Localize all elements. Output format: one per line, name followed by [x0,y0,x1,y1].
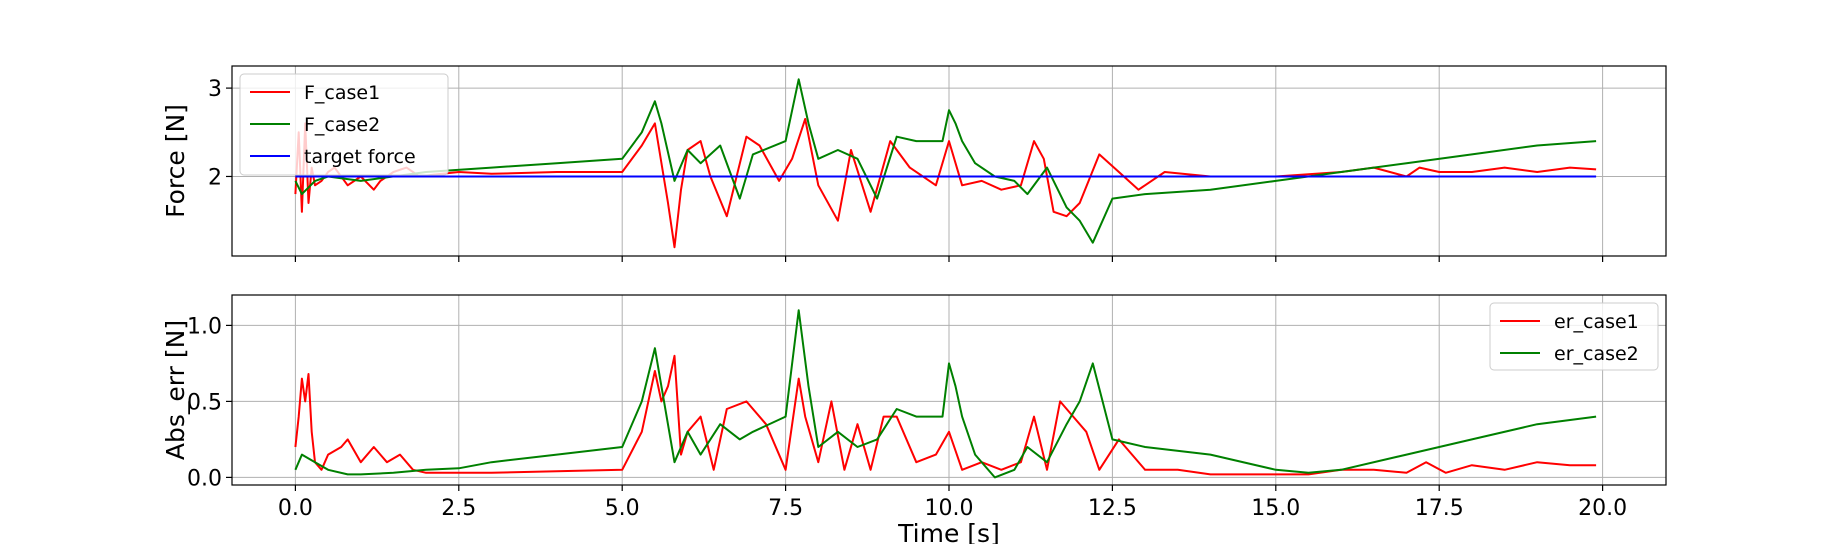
legend-label-er-case2: er_case2 [1554,343,1639,365]
series-line-er-case2 [294,309,1597,479]
y-tick-label: 3 [208,77,222,102]
series-line-f-case1 [294,118,1597,249]
x-tick-label: 15.0 [1251,496,1300,521]
legend-label-f-case2: F_case2 [304,114,380,136]
x-tick-label: 20.0 [1578,496,1627,521]
legend-label-er-case1: er_case1 [1554,311,1639,333]
legend-box [239,73,449,176]
y-axis-label: Abs_err [N] [161,320,190,460]
legend: er_case1 er_case2 [1489,302,1659,371]
x-tick-label: 5.0 [605,496,640,521]
y-tick-label: 1.0 [187,314,222,339]
series-line-f-case2 [294,78,1597,244]
y-tick-label: 2 [208,165,222,190]
abs-err-subplot: 0.0 2.5 5.0 7.5 10.0 12.5 15.0 17.5 20.0 0.0 0.5 1.… [161,294,1667,544]
x-tick-label: 2.5 [441,496,476,521]
x-axis-label: Time [s] [897,519,1000,544]
y-tick-label: 0.0 [187,466,222,491]
y-tick-label: 0.5 [187,390,222,415]
y-axis-label: Force [N] [161,104,190,218]
series-line-er-case1 [294,354,1597,476]
legend-label-target-force: target force [304,146,416,168]
x-tick-label: 12.5 [1088,496,1137,521]
x-tick-label: 7.5 [768,496,803,521]
x-tick-label: 10.0 [925,496,974,521]
legend-label-f-case1: F_case1 [304,82,380,104]
x-tick-label: 17.5 [1415,496,1464,521]
x-tick-label: 0.0 [278,496,313,521]
